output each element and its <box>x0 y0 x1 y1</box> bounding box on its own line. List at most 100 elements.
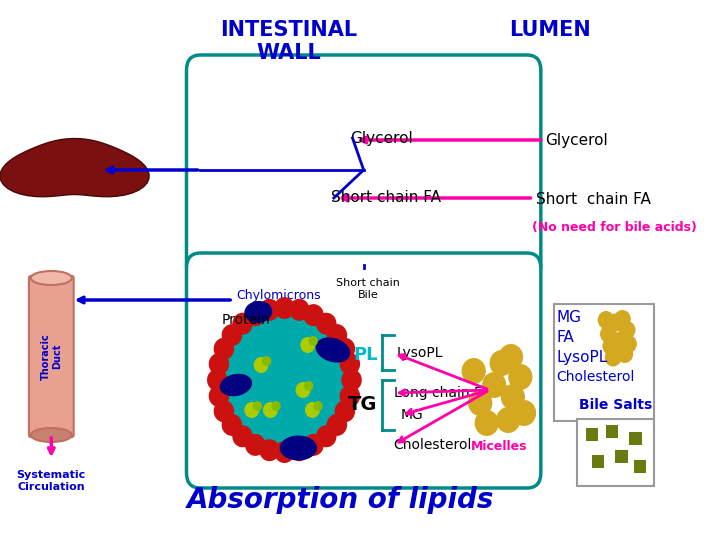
Circle shape <box>600 325 617 343</box>
Text: MG: MG <box>557 310 582 325</box>
Text: TG: TG <box>348 395 378 415</box>
Circle shape <box>214 400 234 422</box>
Circle shape <box>209 385 229 407</box>
Circle shape <box>300 337 315 353</box>
Circle shape <box>618 321 636 339</box>
Circle shape <box>340 353 360 375</box>
Bar <box>606 425 618 438</box>
Circle shape <box>496 407 521 433</box>
Circle shape <box>245 304 266 326</box>
Ellipse shape <box>31 271 72 285</box>
Circle shape <box>259 299 279 321</box>
Text: Short chain FA: Short chain FA <box>331 190 441 205</box>
Circle shape <box>289 299 310 321</box>
Circle shape <box>233 426 253 447</box>
Circle shape <box>245 434 266 456</box>
Circle shape <box>244 402 259 418</box>
Circle shape <box>303 434 324 456</box>
Text: Glycerol: Glycerol <box>546 132 608 147</box>
Circle shape <box>263 402 278 418</box>
Circle shape <box>605 348 621 367</box>
Circle shape <box>305 402 320 418</box>
Circle shape <box>316 313 336 335</box>
Circle shape <box>340 385 360 407</box>
Text: PL: PL <box>353 346 378 364</box>
Circle shape <box>616 345 633 363</box>
Circle shape <box>499 344 523 370</box>
Circle shape <box>209 353 229 375</box>
Circle shape <box>607 314 624 332</box>
Text: Systematic
Circulation: Systematic Circulation <box>17 470 86 491</box>
Circle shape <box>327 324 347 346</box>
Bar <box>592 455 604 468</box>
Circle shape <box>214 338 234 360</box>
Circle shape <box>508 364 532 390</box>
Circle shape <box>468 390 492 416</box>
Circle shape <box>233 313 253 335</box>
Text: Short chain
Bile: Short chain Bile <box>336 278 400 300</box>
Circle shape <box>335 338 355 360</box>
Circle shape <box>611 332 628 350</box>
Circle shape <box>500 384 525 410</box>
Circle shape <box>482 372 506 398</box>
Ellipse shape <box>31 428 72 442</box>
Text: (No need for bile acids): (No need for bile acids) <box>531 221 696 234</box>
Text: Bile Salts: Bile Salts <box>579 398 652 412</box>
PathPatch shape <box>0 139 149 197</box>
Circle shape <box>221 312 348 448</box>
Text: Long chain FA: Long chain FA <box>394 386 490 400</box>
Text: LysoPL: LysoPL <box>396 346 443 360</box>
Circle shape <box>222 324 242 346</box>
Circle shape <box>253 401 262 411</box>
Circle shape <box>313 401 323 411</box>
Circle shape <box>490 350 514 376</box>
Circle shape <box>327 414 347 436</box>
Circle shape <box>274 297 294 319</box>
Circle shape <box>253 357 269 373</box>
Text: Micelles: Micelles <box>471 440 527 453</box>
Text: Glycerol: Glycerol <box>350 131 413 145</box>
Text: INTESTINAL
WALL: INTESTINAL WALL <box>220 20 358 63</box>
Circle shape <box>271 401 281 411</box>
Circle shape <box>620 335 637 353</box>
Ellipse shape <box>220 374 252 396</box>
FancyBboxPatch shape <box>186 55 541 280</box>
Circle shape <box>462 358 486 384</box>
Text: Cholesterol: Cholesterol <box>394 438 472 452</box>
Circle shape <box>222 414 242 436</box>
Circle shape <box>598 311 614 329</box>
Text: LysoPL: LysoPL <box>557 350 608 365</box>
Circle shape <box>296 382 310 398</box>
FancyBboxPatch shape <box>554 304 654 421</box>
Text: Absorption of lipids: Absorption of lipids <box>186 486 494 514</box>
Bar <box>585 428 598 441</box>
Circle shape <box>603 337 619 355</box>
Bar <box>634 460 646 473</box>
Text: Chylomicrons: Chylomicrons <box>236 288 320 301</box>
Circle shape <box>614 310 631 328</box>
Ellipse shape <box>244 301 272 323</box>
FancyBboxPatch shape <box>29 276 73 437</box>
Text: FA: FA <box>557 330 575 345</box>
Circle shape <box>309 336 318 346</box>
Text: MG: MG <box>401 408 423 422</box>
Circle shape <box>304 381 313 391</box>
Circle shape <box>512 400 536 426</box>
Ellipse shape <box>280 435 317 461</box>
FancyBboxPatch shape <box>577 419 654 486</box>
Circle shape <box>303 304 324 326</box>
Text: Cholesterol: Cholesterol <box>557 370 635 384</box>
Text: Protein: Protein <box>222 313 271 327</box>
Circle shape <box>207 369 228 391</box>
Circle shape <box>341 369 361 391</box>
Circle shape <box>289 439 310 461</box>
Circle shape <box>274 441 294 463</box>
Circle shape <box>262 356 271 366</box>
FancyBboxPatch shape <box>186 253 541 488</box>
Bar <box>616 450 628 463</box>
Ellipse shape <box>315 338 350 362</box>
Circle shape <box>259 439 279 461</box>
Text: Short  chain FA: Short chain FA <box>536 192 651 207</box>
Circle shape <box>316 426 336 447</box>
Text: LUMEN: LUMEN <box>509 20 591 40</box>
